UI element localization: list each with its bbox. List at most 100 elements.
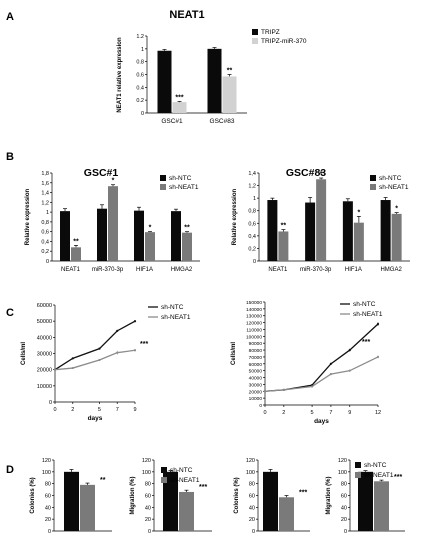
B1-y-tick-label: 0,8 <box>41 220 49 226</box>
C2-significance: *** <box>362 339 370 346</box>
C1-y-tick-label: 20000 <box>37 368 52 374</box>
C1-y-tick-label: 60000 <box>37 303 52 309</box>
C1-y-tick-label: 40000 <box>37 335 52 341</box>
B2-y-axis-label: Relative expression <box>232 188 238 245</box>
D1-y-tick-label: 40 <box>45 505 51 511</box>
A-y-tick-label: 0.4 <box>136 85 144 91</box>
A-legend-label: TRIPZ-miR-370 <box>261 38 307 45</box>
D1-y-tick-label: 0 <box>48 529 51 535</box>
B2-bar <box>343 201 353 261</box>
C1-legend-label: sh-NEAT1 <box>161 314 191 321</box>
C1-legend-label: sh-NTC <box>161 304 184 311</box>
D3-y-tick-label: 40 <box>249 505 255 511</box>
C2-x-tick-label: 2 <box>282 410 285 416</box>
A-y-tick-label: 0.6 <box>136 73 144 79</box>
D4-y-axis-label: Migration (%) <box>326 477 332 515</box>
C2-y-tick-label: 100000 <box>246 334 262 340</box>
B1-y-tick-label: 1 <box>46 210 49 216</box>
C2-y-axis-label: Cells/ml <box>231 342 237 365</box>
D2-y-tick-label: 80 <box>145 482 151 488</box>
D2-y-tick-label: 100 <box>142 470 151 476</box>
D2-bar <box>179 492 194 531</box>
B1-significance: ** <box>184 225 190 232</box>
C1-series-line <box>55 321 135 370</box>
panel-letter: B <box>6 151 14 163</box>
B2-bar <box>267 200 277 261</box>
C1-x-axis-label: days <box>88 415 103 422</box>
D2-legend-label: sh-NTC <box>170 467 193 474</box>
C2-y-tick-label: 140000 <box>246 307 262 313</box>
C2-y-tick-label: 130000 <box>246 314 262 320</box>
B1-significance: * <box>112 178 115 185</box>
C2-y-tick-label: 10000 <box>249 396 263 402</box>
B1-bar <box>60 211 70 261</box>
B2-legend-swatch <box>370 184 376 190</box>
A-category-label: GSC#83 <box>210 118 235 125</box>
B1-bar <box>134 211 144 261</box>
D2-y-tick-label: 40 <box>145 505 151 511</box>
D4-y-tick-label: 80 <box>341 482 347 488</box>
D3-y-tick-label: 20 <box>249 517 255 523</box>
B1-y-tick-label: 0 <box>46 259 49 265</box>
D2-y-tick-label: 60 <box>145 494 151 500</box>
D4-y-tick-label: 60 <box>341 494 347 500</box>
B1-bar <box>182 233 192 261</box>
C2-x-tick-label: 7 <box>329 410 332 416</box>
B2-category-label: HMGA2 <box>380 267 402 273</box>
C2-y-tick-label: 50000 <box>249 369 263 375</box>
B2-y-tick-label: 1 <box>253 196 256 202</box>
C2-x-axis-label: days <box>314 418 329 425</box>
B1-y-tick-label: 0,4 <box>41 239 49 245</box>
D2-y-tick-label: 0 <box>148 529 151 535</box>
D4-bar <box>358 472 373 531</box>
C2-x-tick-label: 12 <box>375 410 381 416</box>
B1-category-label: NEAT1 <box>61 267 81 273</box>
B2-category-label: HIF1A <box>345 267 362 273</box>
B2-bar <box>354 223 364 261</box>
C2-series-line <box>265 324 378 391</box>
D2-y-axis-label: Migration (%) <box>130 477 136 515</box>
B2-category-label: NEAT1 <box>268 267 288 273</box>
B1-y-axis-label: Relative expression <box>25 188 31 245</box>
B1-bar <box>171 211 181 261</box>
C1-x-tick-label: 0 <box>53 407 56 413</box>
D3-bar <box>263 472 278 531</box>
D4-significance: *** <box>394 474 402 481</box>
B1-y-tick-label: 1,4 <box>41 191 49 197</box>
B1-y-tick-label: 1,6 <box>41 181 49 187</box>
A-title: NEAT1 <box>169 9 204 21</box>
A-y-tick-label: 1.2 <box>136 34 144 40</box>
D3-y-tick-label: 100 <box>246 470 255 476</box>
A-bar <box>208 49 222 113</box>
C2-y-tick-label: 20000 <box>249 389 263 395</box>
D4-legend-swatch <box>355 472 361 478</box>
C2-x-tick-label: 9 <box>348 410 351 416</box>
D1-bar <box>64 472 79 531</box>
C2-y-tick-label: 110000 <box>246 327 262 333</box>
D4-y-tick-label: 20 <box>341 517 347 523</box>
B1-bar <box>108 186 118 261</box>
A-y-tick-label: 1 <box>141 47 144 53</box>
C2-y-tick-label: 120000 <box>246 321 262 327</box>
C1-significance: *** <box>140 341 148 348</box>
panel-letter: D <box>6 464 14 476</box>
B2-y-tick-label: 1,4 <box>248 171 256 177</box>
C1-x-tick-label: 5 <box>98 407 101 413</box>
B2-bar <box>381 200 391 261</box>
A-significance: *** <box>175 94 183 101</box>
C2-y-tick-label: 30000 <box>249 382 263 388</box>
B1-legend-swatch <box>160 184 166 190</box>
D1-y-tick-label: 20 <box>45 517 51 523</box>
D2-significance: *** <box>199 484 207 491</box>
C1-y-axis-label: Cells/ml <box>21 342 27 365</box>
C1-y-tick-label: 10000 <box>37 384 52 390</box>
B2-bar <box>316 179 326 261</box>
A-bar <box>158 51 172 113</box>
B2-legend-label: sh-NEAT1 <box>379 184 409 191</box>
D3-significance: *** <box>299 490 307 497</box>
panel-letter: A <box>6 11 14 23</box>
D2-y-tick-label: 120 <box>142 458 151 464</box>
D1-significance: ** <box>100 477 106 484</box>
D2-y-tick-label: 20 <box>145 517 151 523</box>
C1-y-tick-label: 50000 <box>37 319 52 325</box>
